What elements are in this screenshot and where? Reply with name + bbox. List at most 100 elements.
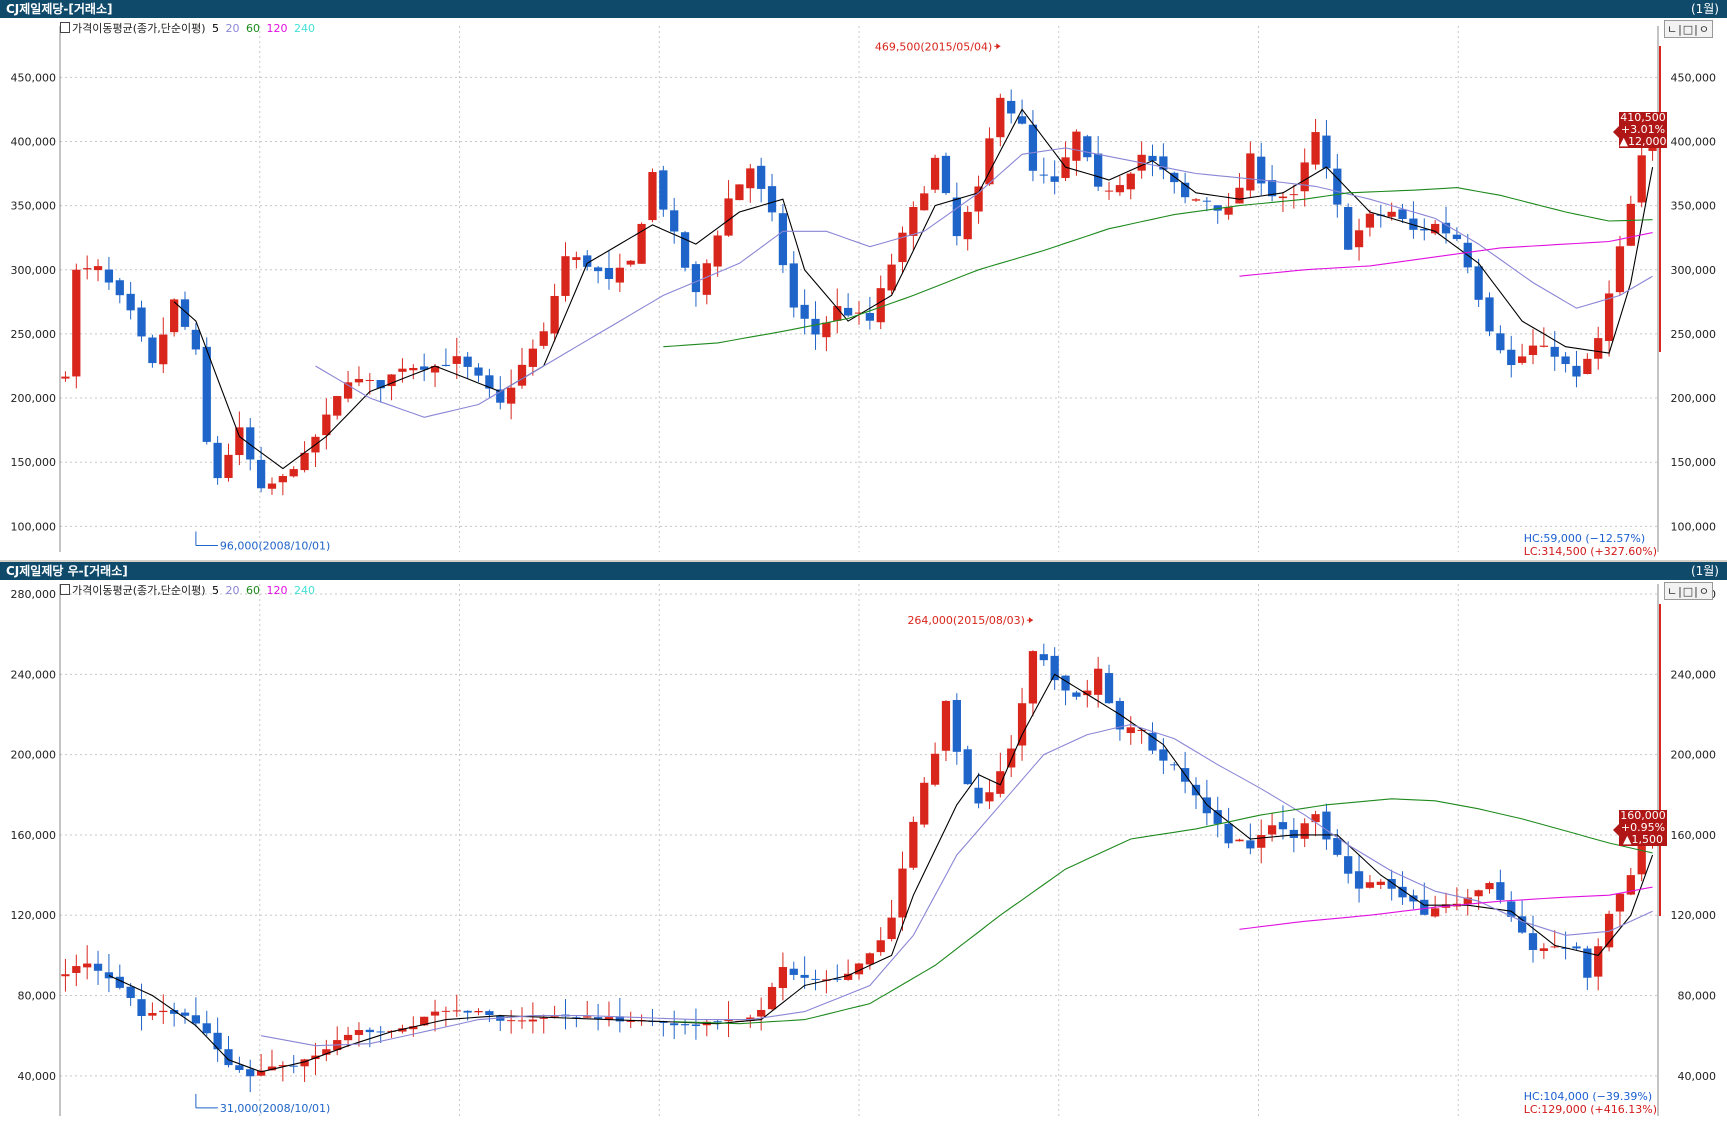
candlestick-chart[interactable]: 100,000 100,000 150,000 150,000 200,000 200,0… — [0, 18, 1727, 560]
candle-body — [1094, 153, 1103, 187]
candle-body — [1257, 835, 1266, 848]
candle-body — [441, 1010, 451, 1012]
candle-body — [343, 1034, 353, 1041]
candle-body — [83, 268, 92, 270]
candles — [61, 89, 1657, 496]
candle-body — [539, 331, 548, 346]
candle-body — [1365, 882, 1375, 888]
y-tick-label-left: 240,000 — [11, 668, 57, 681]
candle-body — [333, 396, 342, 416]
candle-body — [1170, 764, 1179, 766]
candle-body — [822, 322, 831, 338]
candle-body — [1463, 897, 1472, 905]
candle-body — [1604, 293, 1614, 341]
candle-body — [800, 304, 809, 319]
period-label[interactable]: (1월) — [1690, 564, 1719, 578]
candle-body — [300, 452, 309, 471]
candle-body — [224, 1049, 233, 1066]
candle-body — [735, 184, 744, 201]
candle-body — [898, 868, 907, 918]
candle-body — [1431, 223, 1440, 234]
candle-body — [1637, 845, 1646, 875]
candle-body — [1267, 825, 1277, 835]
candle-body — [1094, 668, 1103, 695]
candle-body — [1159, 749, 1168, 761]
line-ma60 — [674, 798, 1653, 1025]
candle-body — [702, 263, 711, 295]
candle-body — [1550, 346, 1559, 357]
candle-body — [1615, 893, 1625, 912]
candle-body — [648, 172, 657, 221]
candle-body — [1278, 822, 1288, 830]
candle-body — [865, 312, 875, 321]
panel-title: CJ제일제당 우-[거래소] — [6, 564, 128, 578]
candle-body — [724, 198, 733, 236]
candle-body — [1344, 856, 1353, 874]
panel-titlebar: CJ제일제당-[거래소] (1월) — [0, 0, 1727, 18]
change-amount: ▲12,000 — [1619, 135, 1667, 148]
candle-body — [757, 165, 766, 189]
hc-readout: HC:104,000 (−39.39%) — [1523, 1090, 1653, 1103]
candle-body — [789, 263, 798, 308]
candle-body — [1104, 673, 1114, 704]
candle-body — [1474, 890, 1483, 897]
y-tick-label-left: 250,000 — [11, 328, 57, 341]
candle-body — [909, 821, 918, 868]
y-tick-label-left: 350,000 — [11, 200, 57, 213]
candle-body — [1626, 875, 1635, 895]
candle-body — [909, 207, 918, 236]
grid — [60, 584, 1658, 1116]
annotation-arrow — [1028, 617, 1033, 624]
legend-ma120: 120 — [266, 22, 288, 35]
candle-body — [256, 459, 266, 489]
candle-body — [615, 267, 624, 283]
candle-body — [637, 223, 646, 264]
candle-body — [507, 1020, 516, 1022]
legend-ma60: 60 — [246, 22, 261, 35]
candle-body — [1431, 908, 1440, 917]
y-tick-label-right: 240,000 — [1671, 668, 1717, 681]
candle-body — [1409, 218, 1418, 230]
panel-title: CJ제일제당-[거래소] — [6, 2, 113, 16]
chart-tools[interactable]: ㄴ|□|ㅇ — [1663, 20, 1713, 38]
candle-body — [996, 771, 1005, 794]
legend-label: 가격이동평균(종가,단순이평) — [72, 584, 206, 597]
candle-body — [1061, 675, 1070, 691]
candle-body — [1148, 732, 1157, 751]
candle-body — [474, 367, 483, 376]
candle-body — [1376, 881, 1385, 885]
candle-body — [1246, 840, 1255, 849]
candle-body — [811, 978, 820, 980]
y-tick-label-right: 120,000 — [1671, 909, 1717, 922]
candle-body — [1028, 124, 1038, 171]
candle-body — [691, 1024, 701, 1027]
hc-readout: HC:59,000 (−12.57%) — [1523, 532, 1646, 545]
chart-tools[interactable]: ㄴ|□|ㅇ — [1663, 582, 1713, 600]
candle-body — [441, 364, 451, 367]
candle-body — [104, 269, 114, 283]
annotation-high: 469,500(2015/05/04) — [875, 40, 992, 53]
candle-body — [1115, 185, 1125, 193]
legend-checkbox-icon[interactable] — [60, 584, 70, 595]
chart-panel-preferred: CJ제일제당 우-[거래소] (1월) 40,000 40,000 80,000 80… — [0, 562, 1727, 1124]
candle-body — [833, 978, 842, 980]
candle-body — [583, 255, 592, 267]
period-label[interactable]: (1월) — [1690, 2, 1719, 16]
y-tick-label-left: 40,000 — [18, 1070, 57, 1083]
candle-body — [1202, 200, 1211, 202]
candle-body — [420, 366, 429, 370]
y-tick-label-left: 280,000 — [11, 588, 57, 601]
annotation-low: 96,000(2008/10/01) — [220, 539, 330, 552]
y-tick-label-right: 250,000 — [1671, 328, 1717, 341]
current-price: 160,000 — [1620, 809, 1666, 822]
candlestick-chart[interactable]: 40,000 40,000 80,000 80,000 120,000 120,000 16… — [0, 580, 1727, 1124]
candle-body — [61, 974, 70, 977]
legend-checkbox-icon[interactable] — [60, 22, 70, 33]
y-tick-label-right: 350,000 — [1671, 200, 1717, 213]
candle-body — [985, 792, 994, 802]
candle-body — [354, 1030, 364, 1035]
lc-readout: LC:314,500 (+327.60%) — [1523, 545, 1657, 558]
candle-body — [289, 469, 298, 477]
candle-body — [887, 264, 896, 291]
candle-body — [854, 312, 864, 314]
